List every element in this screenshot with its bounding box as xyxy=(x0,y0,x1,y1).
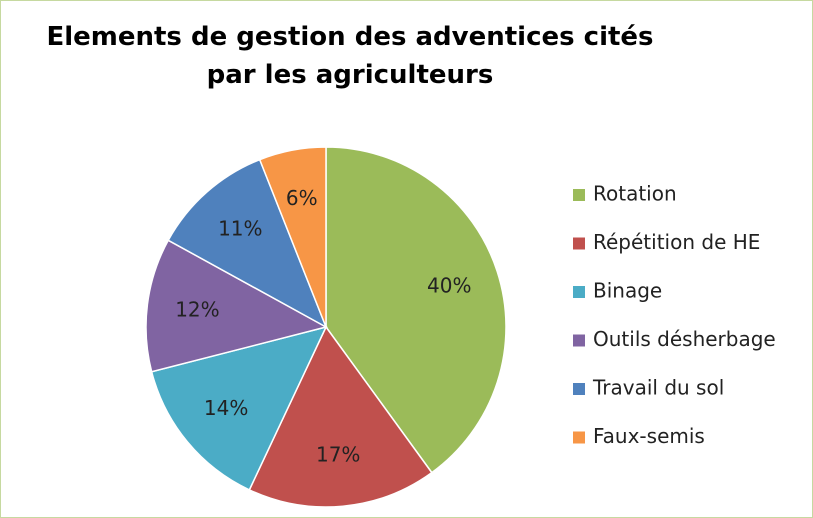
legend-label: Répétition de HE xyxy=(593,230,760,254)
legend-swatch xyxy=(573,383,585,395)
pie-slice xyxy=(248,325,433,508)
legend-label: Travail du sol xyxy=(592,376,724,400)
legend-swatch xyxy=(573,237,585,250)
data-label: 6% xyxy=(286,186,318,210)
data-label: 11% xyxy=(218,216,262,240)
data-label: 40% xyxy=(427,273,471,297)
pie-slice xyxy=(150,325,328,491)
pie-slice xyxy=(145,239,329,373)
legend-swatch xyxy=(573,189,585,201)
data-label: 17% xyxy=(316,443,360,467)
data-label: 14% xyxy=(204,396,248,420)
pie-slice xyxy=(258,146,327,328)
legend-label: Faux-semis xyxy=(593,424,705,448)
legend-label: Outils désherbage xyxy=(593,327,776,351)
legend-label: Binage xyxy=(593,279,662,303)
legend-swatch xyxy=(573,286,585,298)
pie-slice xyxy=(167,158,328,329)
pie-slice xyxy=(325,146,507,474)
legend-swatch xyxy=(573,334,585,347)
legend-swatch xyxy=(573,431,585,444)
data-label: 12% xyxy=(175,297,219,321)
legend-label: Rotation xyxy=(593,182,677,206)
chart-title: Elements de gestion des adventices cités… xyxy=(46,22,654,90)
